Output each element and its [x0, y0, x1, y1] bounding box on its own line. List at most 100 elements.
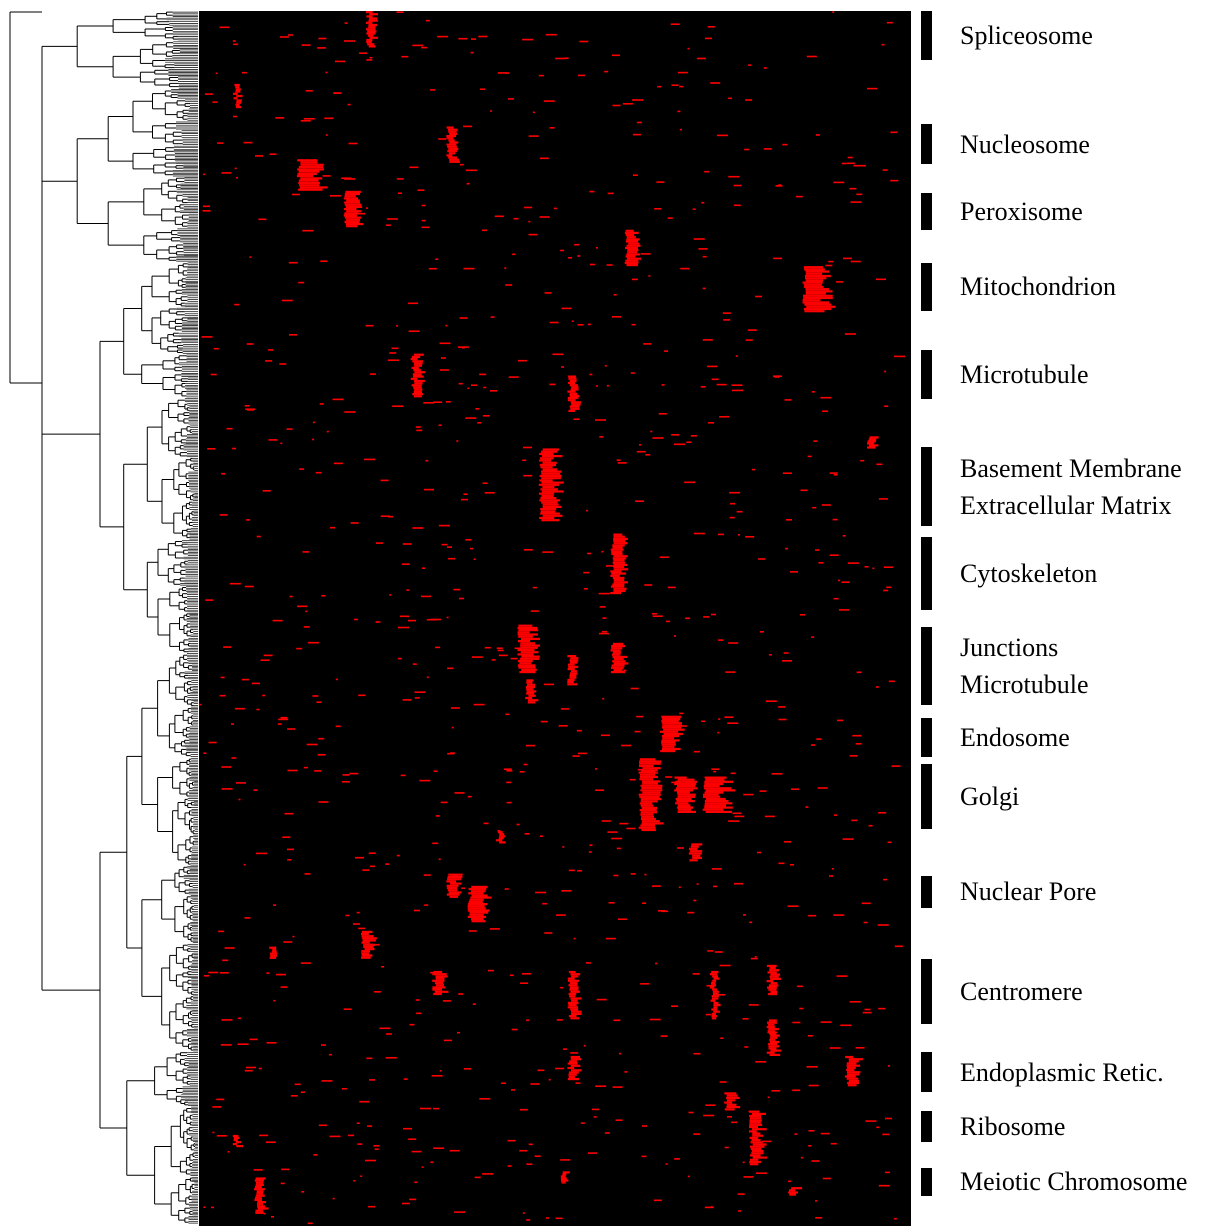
heatmap-cell	[446, 616, 449, 619]
heatmap-cell	[540, 720, 548, 723]
heatmap-cell	[545, 33, 557, 36]
heatmap-cell	[526, 1219, 531, 1221]
heatmap-cell	[589, 263, 595, 266]
heatmap-cell	[662, 745, 675, 748]
heatmap-cell	[613, 658, 624, 661]
heatmap-cell	[345, 190, 361, 193]
heatmap-cell	[729, 491, 741, 494]
heatmap-cell	[451, 726, 454, 729]
heatmap-cell	[335, 60, 345, 63]
heatmap-cell	[640, 758, 656, 761]
heatmap-cell	[693, 1052, 701, 1055]
heatmap-cell	[321, 1044, 326, 1046]
heatmap-cell	[722, 312, 731, 314]
heatmap-cell	[508, 376, 519, 378]
heatmap-cell	[542, 455, 563, 458]
heatmap-cell	[829, 472, 838, 474]
heatmap-cell	[571, 320, 574, 322]
heatmap-cell	[561, 1181, 566, 1184]
heatmap-cell	[375, 542, 383, 544]
cluster-label: Meiotic Chromosome	[960, 1167, 1188, 1197]
cluster-bar	[921, 350, 932, 399]
heatmap-cell	[888, 1065, 890, 1067]
heatmap-cell	[522, 38, 534, 41]
heatmap-cell	[257, 1201, 266, 1204]
heatmap-cell	[560, 986, 564, 989]
heatmap-cell	[849, 187, 857, 190]
heatmap-cell	[641, 828, 656, 832]
heatmap-cell	[836, 281, 844, 283]
heatmap-cell	[567, 396, 579, 400]
heatmap-cell	[506, 781, 512, 784]
heatmap-cell	[711, 1008, 718, 1011]
heatmap-cell	[768, 1045, 780, 1048]
heatmap-cell	[548, 1078, 551, 1081]
heatmap-cell	[831, 868, 834, 870]
heatmap-cell	[864, 1008, 871, 1011]
heatmap-cell	[783, 652, 789, 654]
heatmap-cell	[517, 359, 527, 362]
heatmap-cell	[662, 735, 680, 738]
heatmap-cell	[677, 778, 695, 781]
heatmap-cell	[587, 552, 591, 555]
heatmap-cell	[231, 757, 237, 759]
heatmap-cell	[233, 1138, 238, 1142]
heatmap-cell	[463, 125, 473, 128]
heatmap-cell	[257, 1205, 265, 1208]
heatmap-cell	[677, 806, 693, 809]
heatmap-cell	[270, 952, 278, 955]
heatmap-cell	[569, 659, 579, 662]
heatmap-cell	[268, 439, 278, 441]
heatmap-cell	[412, 44, 424, 47]
heatmap-cell	[770, 1049, 782, 1052]
heatmap-cell	[527, 701, 536, 704]
heatmap-cell	[402, 543, 412, 545]
heatmap-cell	[847, 1073, 860, 1076]
heatmap-cell	[805, 288, 830, 291]
heatmap-cell	[362, 937, 377, 940]
heatmap-cell	[471, 38, 476, 40]
cluster-label: Nucleosome	[960, 129, 1090, 159]
heatmap-cell	[367, 34, 374, 37]
heatmap-cell	[433, 770, 438, 772]
heatmap-cell	[589, 373, 593, 376]
heatmap-cell	[540, 497, 557, 500]
heatmap-cell	[519, 1149, 528, 1152]
heatmap-cell	[692, 208, 696, 210]
heatmap-cell	[745, 536, 755, 538]
heatmap-cell	[642, 791, 661, 794]
heatmap-cell	[373, 1145, 380, 1147]
heatmap-cell	[642, 902, 647, 904]
heatmap-cell	[878, 812, 887, 814]
heatmap-cell	[841, 162, 847, 165]
heatmap-cell	[800, 614, 805, 616]
heatmap-cell	[277, 723, 282, 725]
heatmap-cell	[401, 55, 409, 58]
heatmap-cell	[561, 890, 572, 892]
heatmap-cell	[645, 454, 651, 456]
heatmap-cell	[664, 350, 669, 352]
heatmap-cell	[711, 1017, 717, 1020]
heatmap-cell	[689, 847, 698, 850]
heatmap-cell	[220, 676, 225, 679]
heatmap-cell	[763, 148, 772, 150]
heatmap-cell	[790, 864, 795, 866]
heatmap-cell	[847, 1071, 861, 1074]
heatmap-cell	[318, 801, 329, 803]
heatmap-cell	[890, 131, 898, 134]
heatmap-cell	[639, 762, 661, 765]
heatmap-cell	[467, 795, 472, 798]
heatmap-cell	[465, 417, 477, 419]
heatmap-cell	[558, 725, 568, 727]
heatmap-cell	[265, 360, 273, 362]
heatmap-cell	[867, 440, 876, 443]
heatmap-cell	[760, 631, 764, 633]
heatmap-cell	[713, 1006, 718, 1009]
heatmap-cell	[506, 770, 513, 772]
heatmap-cell	[520, 642, 535, 645]
heatmap-cell	[221, 766, 232, 768]
heatmap-cell	[811, 391, 815, 393]
heatmap-cell	[341, 781, 350, 783]
heatmap-cell	[611, 550, 623, 553]
heatmap-cell	[656, 181, 665, 183]
